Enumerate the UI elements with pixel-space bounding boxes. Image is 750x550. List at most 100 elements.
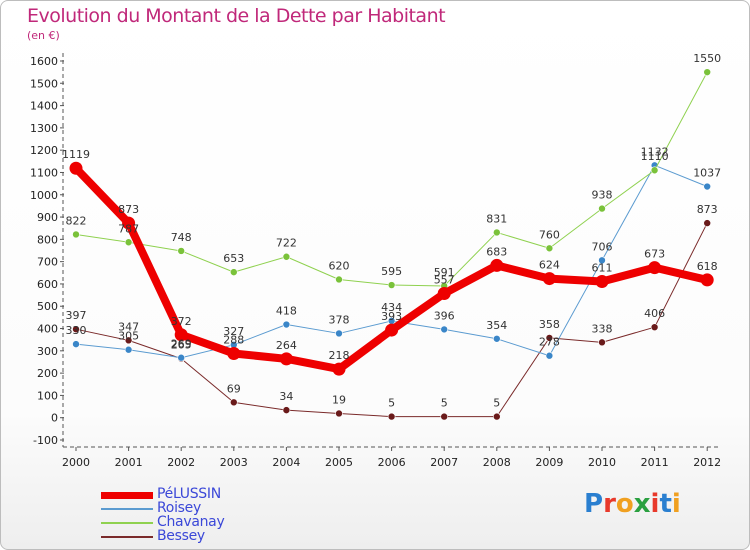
data-label-p-lussin: 264	[276, 339, 297, 352]
data-point-roisey	[177, 353, 185, 362]
data-label-chavanay: 748	[171, 231, 192, 244]
data-point-chavanay	[650, 166, 659, 175]
data-point-bessey	[650, 323, 659, 331]
series-lines	[69, 68, 714, 421]
y-tick-label: 1000	[30, 189, 58, 202]
data-point-chavanay	[492, 228, 501, 237]
data-label-bessey: 873	[697, 203, 718, 216]
data-point-chavanay	[124, 238, 133, 247]
data-point-p-lussin	[595, 274, 609, 288]
data-label-roisey: 434	[381, 301, 402, 314]
data-label-roisey: 1132	[641, 145, 669, 158]
data-point-chavanay	[230, 268, 238, 276]
data-point-roisey	[124, 345, 133, 354]
y-tick-label: 600	[37, 278, 58, 291]
data-label-p-lussin: 393	[381, 310, 402, 323]
data-point-bessey	[124, 336, 133, 345]
data-point-chavanay	[598, 204, 606, 213]
x-tick-label: 2006	[378, 456, 406, 469]
data-point-bessey	[703, 219, 712, 227]
data-point-chavanay	[545, 244, 554, 253]
x-tick-label: 2012	[693, 456, 721, 469]
data-label-p-lussin: 673	[644, 248, 665, 261]
data-label-bessey: 358	[539, 318, 560, 331]
logo-letter: x	[633, 489, 651, 519]
legend-swatch	[101, 536, 153, 538]
y-tick-label: -100	[33, 434, 58, 447]
data-point-p-lussin	[69, 161, 83, 175]
y-tick-label: 0	[51, 412, 58, 425]
y-tick-label: 200	[37, 367, 58, 380]
y-tick-label: 900	[37, 211, 58, 224]
legend-item-chavanay: Chavanay	[101, 514, 361, 531]
y-tick-label: 400	[37, 323, 58, 336]
data-point-bessey	[230, 398, 238, 407]
data-label-chavanay: 822	[66, 214, 87, 227]
x-tick-label: 2007	[430, 456, 458, 469]
y-tick-label: 1300	[30, 122, 58, 135]
data-point-bessey	[545, 334, 554, 342]
data-point-roisey	[72, 340, 80, 348]
data-label-bessey: 347	[118, 320, 139, 333]
x-tick-label: 2002	[167, 456, 195, 469]
data-point-bessey	[72, 325, 80, 333]
data-label-bessey: 5	[441, 397, 448, 410]
chart-title: Evolution du Montant de la Dette par Hab…	[27, 5, 446, 27]
x-tick-label: 2000	[62, 456, 90, 469]
data-point-bessey	[387, 412, 396, 421]
data-label-roisey: 278	[539, 336, 560, 349]
legend-label: PéLUSSIN	[157, 486, 221, 502]
data-point-roisey	[440, 325, 449, 334]
legend-label: Bessey	[157, 528, 205, 544]
data-label-p-lussin: 873	[118, 203, 139, 216]
data-point-roisey	[492, 334, 501, 343]
logo-letter: i	[671, 489, 681, 519]
data-label-chavanay: 722	[276, 237, 297, 250]
data-point-bessey	[598, 338, 606, 347]
y-tick-label: 100	[37, 389, 58, 402]
x-tick-label: 2010	[588, 456, 616, 469]
data-point-bessey	[335, 409, 343, 418]
x-tick-label: 2008	[483, 456, 511, 469]
data-point-chavanay	[335, 275, 343, 284]
logo-letter: r	[603, 489, 616, 519]
y-tick-label: 500	[37, 300, 58, 313]
data-point-p-lussin	[332, 362, 346, 376]
legend-item-bessey: Bessey	[101, 528, 361, 545]
y-tick-label: 300	[37, 345, 58, 358]
data-label-roisey: 305	[118, 330, 139, 343]
data-point-p-lussin	[174, 328, 188, 342]
data-label-roisey: 1037	[693, 167, 721, 180]
axes: -100 0 100 200 300 400 500 600 700 800 900 1000 1100…	[30, 53, 721, 469]
y-tick-label: 1500	[30, 77, 58, 90]
data-point-p-lussin	[279, 352, 293, 366]
data-label-bessey: 338	[592, 322, 613, 335]
y-tick-label: 1200	[30, 144, 58, 157]
y-tick-label: 1100	[30, 166, 58, 179]
legend-swatch	[101, 491, 153, 499]
data-label-roisey: 354	[486, 319, 507, 332]
data-label-chavanay: 620	[329, 259, 350, 272]
proxiti-logo: Proxiti	[584, 489, 681, 519]
y-tick-label: 1600	[30, 55, 58, 68]
data-label-roisey: 327	[223, 325, 244, 338]
data-label-chavanay: 831	[486, 212, 507, 225]
data-label-p-lussin: 1119	[62, 148, 90, 161]
data-point-roisey	[282, 320, 291, 329]
data-point-chavanay	[703, 68, 712, 76]
data-label-bessey: 34	[279, 390, 293, 403]
x-tick-label: 2003	[220, 456, 248, 469]
data-label-chavanay: 1110	[641, 150, 669, 163]
data-point-p-lussin	[437, 287, 451, 301]
data-point-bessey	[282, 406, 291, 414]
x-tick-label: 2005	[325, 456, 353, 469]
legend-swatch	[101, 508, 153, 510]
logo-letter: P	[584, 489, 604, 519]
data-label-p-lussin: 618	[697, 260, 718, 273]
data-label-chavanay: 595	[381, 265, 402, 278]
data-label-p-lussin: 683	[486, 245, 507, 258]
data-point-p-lussin	[542, 272, 556, 286]
legend-item-p-lussin: PéLUSSIN	[101, 486, 361, 503]
